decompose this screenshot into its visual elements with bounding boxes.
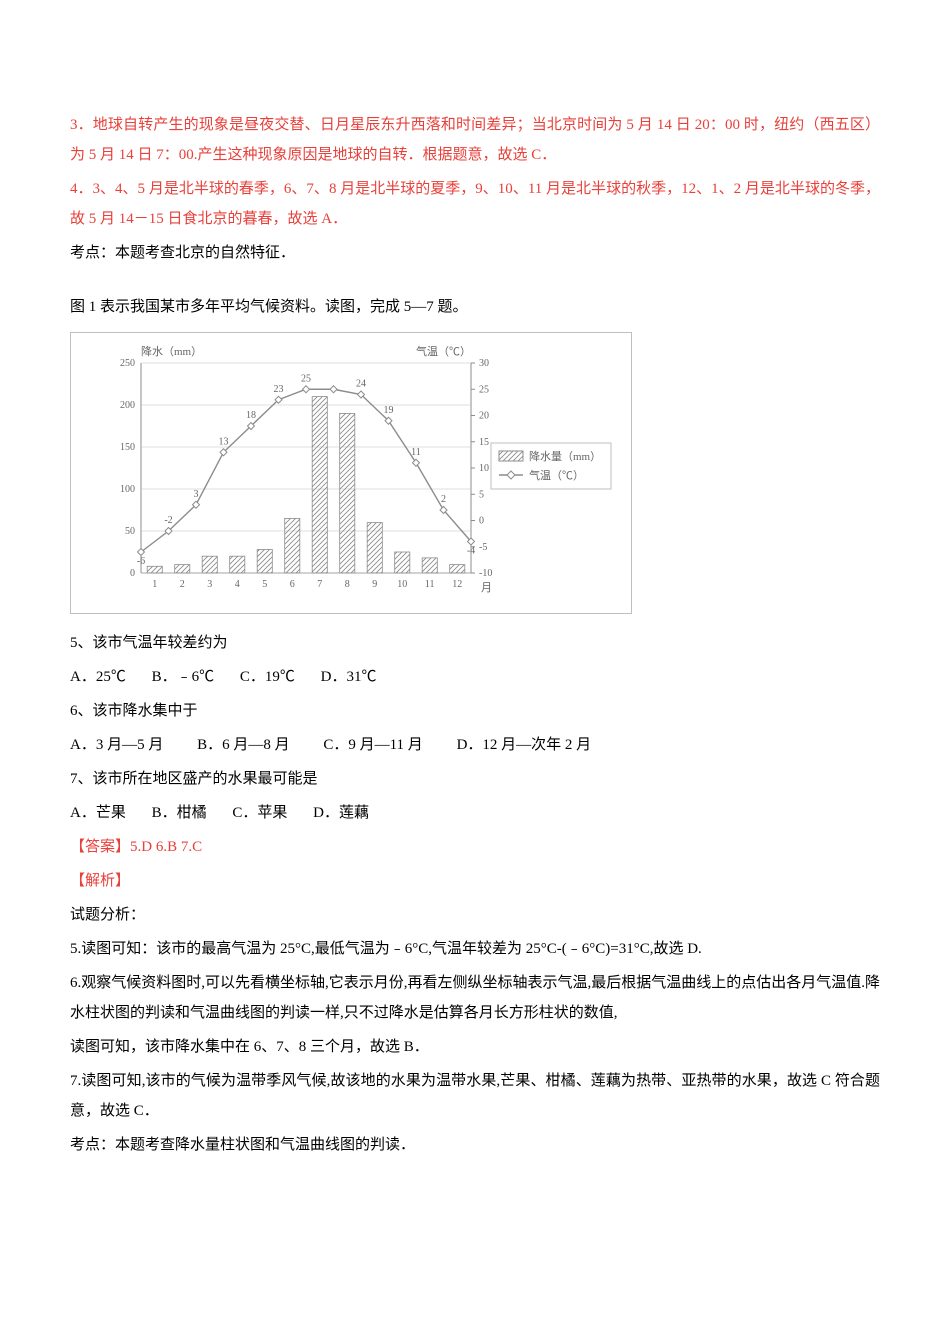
q7-opt-b: B．柑橘 [152, 798, 207, 828]
svg-text:3: 3 [194, 489, 199, 500]
svg-text:-2: -2 [164, 515, 172, 526]
y-left-title: 降水（mm） [141, 344, 202, 358]
jiexi-7: 7.读图可知,该市的气候为温带季风气候,故该地的水果为温带水果,芒果、柑橘、莲藕… [70, 1066, 880, 1126]
svg-text:0: 0 [479, 516, 484, 527]
svg-text:气温（℃）: 气温（℃） [529, 468, 584, 482]
svg-text:23: 23 [274, 384, 284, 395]
svg-text:30: 30 [479, 358, 489, 369]
svg-text:-6: -6 [137, 556, 145, 567]
q5-opt-c: C．19℃ [240, 662, 295, 692]
kaodian-b: 考点：本题考查降水量柱状图和气温曲线图的判读． [70, 1130, 880, 1160]
q6-opt-c: C．9 月—11 月 [323, 730, 422, 760]
q7-opt-c: C．苹果 [232, 798, 287, 828]
svg-text:100: 100 [120, 484, 135, 495]
legend-precip: 降水量（mm） [499, 449, 601, 463]
q5-opt-b: B．﹣6℃ [152, 662, 215, 692]
svg-text:12: 12 [452, 579, 462, 590]
legend-box [491, 443, 611, 489]
svg-text:13: 13 [219, 436, 229, 447]
x-title: 月 [481, 582, 492, 594]
svg-text:2: 2 [441, 494, 446, 505]
svg-text:25: 25 [301, 373, 311, 384]
kaodian-a: 考点：本题考查北京的自然特征． [70, 238, 880, 268]
svg-text:24: 24 [356, 379, 366, 390]
jiexi-title: 【解析】 [70, 866, 880, 896]
svg-text:20: 20 [479, 411, 489, 422]
svg-text:6: 6 [290, 579, 295, 590]
svg-text:10: 10 [479, 463, 489, 474]
q6-opt-d: D．12 月—次年 2 月 [457, 730, 592, 760]
svg-text:11: 11 [425, 579, 435, 590]
svg-text:11: 11 [411, 447, 421, 458]
svg-text:4: 4 [235, 579, 240, 590]
q5-opt-d: D．31℃ [321, 662, 377, 692]
q5-options: A．25℃ B．﹣6℃ C．19℃ D．31℃ [70, 662, 880, 692]
svg-text:-5: -5 [479, 542, 487, 553]
svg-text:50: 50 [125, 526, 135, 537]
svg-text:19: 19 [384, 405, 394, 416]
svg-text:9: 9 [372, 579, 377, 590]
q7-options: A．芒果 B．柑橘 C．苹果 D．莲藕 [70, 798, 880, 828]
svg-text:降水量（mm）: 降水量（mm） [529, 449, 601, 463]
climate-chart: 降水（mm） 气温（℃） 月 0 50 100 150 200 250 -10 -5 0 5 10… [70, 332, 632, 614]
svg-text:18: 18 [246, 410, 256, 421]
jiexi-6a: 6.观察气候资料图时,可以先看横坐标轴,它表示月份,再看左侧纵坐标轴表示气温,最… [70, 968, 880, 1028]
q5-stem: 5、该市气温年较差约为 [70, 628, 880, 658]
q7-opt-d: D．莲藕 [313, 798, 369, 828]
svg-text:-4: -4 [467, 546, 475, 557]
q6-stem: 6、该市降水集中于 [70, 696, 880, 726]
svg-text:1: 1 [152, 579, 157, 590]
svg-text:150: 150 [120, 442, 135, 453]
svg-text:5: 5 [479, 489, 484, 500]
chart-intro: 图 1 表示我国某市多年平均气候资料。读图，完成 5—7 题。 [70, 292, 880, 322]
jiexi-sub: 试题分析： [70, 900, 880, 930]
svg-text:0: 0 [130, 568, 135, 579]
svg-text:-10: -10 [479, 568, 492, 579]
jiexi-5: 5.读图可知：该市的最高气温为 25°C,最低气温为﹣6°C,气温年较差为 25… [70, 934, 880, 964]
svg-text:200: 200 [120, 400, 135, 411]
svg-text:7: 7 [317, 579, 322, 590]
q7-stem: 7、该市所在地区盛产的水果最可能是 [70, 764, 880, 794]
jiexi-6b: 读图可知，该市降水集中在 6、7、8 三个月，故选 B． [70, 1032, 880, 1062]
climate-chart-svg: 降水（mm） 气温（℃） 月 0 50 100 150 200 250 -10 -5 0 5 10… [71, 333, 631, 613]
q7-opt-a: A．芒果 [70, 798, 126, 828]
q6-opt-a: A．3 月—5 月 [70, 730, 163, 760]
svg-text:8: 8 [345, 579, 350, 590]
svg-text:2: 2 [180, 579, 185, 590]
svg-text:10: 10 [397, 579, 407, 590]
svg-text:3: 3 [207, 579, 212, 590]
svg-text:5: 5 [262, 579, 267, 590]
explanation-3: 3．地球自转产生的现象是昼夜交替、日月星辰东升西落和时间差异；当北京时间为 5 … [70, 110, 880, 170]
q6-options: A．3 月—5 月 B．6 月—8 月 C．9 月—11 月 D．12 月—次年… [70, 730, 880, 760]
svg-text:250: 250 [120, 358, 135, 369]
answers: 【答案】5.D 6.B 7.C [70, 832, 880, 862]
y-right-title: 气温（℃） [416, 344, 471, 358]
svg-text:15: 15 [479, 437, 489, 448]
q5-opt-a: A．25℃ [70, 662, 126, 692]
q6-opt-b: B．6 月—8 月 [197, 730, 290, 760]
explanation-4: 4．3、4、5 月是北半球的春季，6、7、8 月是北半球的夏季，9、10、11 … [70, 174, 880, 234]
svg-text:25: 25 [479, 384, 489, 395]
